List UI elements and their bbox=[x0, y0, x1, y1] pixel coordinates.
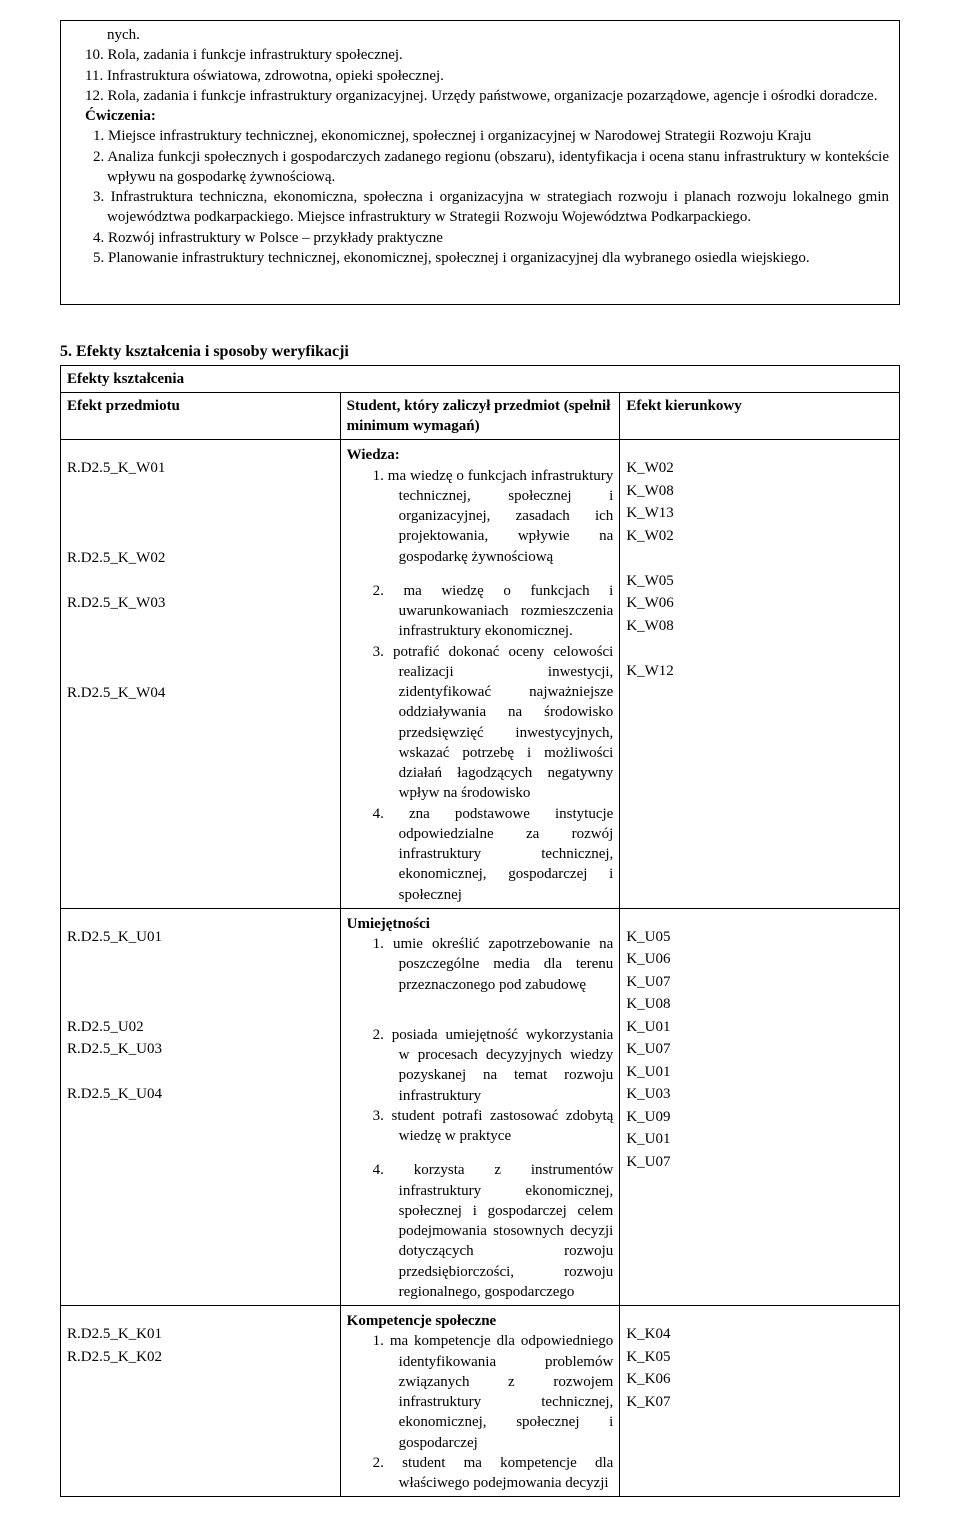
text-line: 2. Analiza funkcji społecznych i gospoda… bbox=[71, 147, 889, 188]
umiej-heading: Umiejętności bbox=[347, 914, 614, 934]
text-line: 12. Rola, zadania i funkcje infrastruktu… bbox=[71, 86, 889, 106]
col1-header: Efekt przedmiotu bbox=[61, 392, 341, 440]
effect-code: R.D2.5_U02 bbox=[67, 1016, 334, 1039]
effect-code: K_U08 bbox=[626, 993, 893, 1016]
effect-code: K_W08 bbox=[626, 615, 893, 638]
effect-code: K_U07 bbox=[626, 1151, 893, 1174]
text-line: 3. Infrastruktura techniczna, ekonomiczn… bbox=[71, 187, 889, 228]
effect-code: K_K05 bbox=[626, 1346, 893, 1369]
effect-code: K_W02 bbox=[626, 525, 893, 548]
effect-code: R.D2.5_K_W01 bbox=[67, 457, 334, 480]
effect-code bbox=[626, 637, 893, 660]
middle-komp: Kompetencje społeczne 1. ma kompetencje … bbox=[340, 1306, 620, 1497]
cwiczenia-heading: Ćwiczenia: bbox=[71, 106, 889, 126]
effect-code bbox=[626, 547, 893, 570]
effects-table: Efekty kształcenia Efekt przedmiotu Stud… bbox=[60, 365, 900, 1498]
list-item: 4. korzysta z instrumentów infrastruktur… bbox=[347, 1160, 614, 1302]
effect-code: K_U01 bbox=[626, 1016, 893, 1039]
middle-wiedza: Wiedza: 1. ma wiedzę o funkcjach infrast… bbox=[340, 440, 620, 909]
list-item: 1. ma kompetencje dla odpowiedniego iden… bbox=[347, 1331, 614, 1453]
effect-code: K_W12 bbox=[626, 660, 893, 683]
effect-code bbox=[67, 660, 334, 683]
effect-code: K_W06 bbox=[626, 592, 893, 615]
effect-code: R.D2.5_K_K01 bbox=[67, 1323, 334, 1346]
effect-code: K_W02 bbox=[626, 457, 893, 480]
kierunkowy-list-wiedza: K_W02K_W08K_W13K_W02 K_W05K_W06K_W08 K_W… bbox=[626, 457, 893, 682]
effect-code: K_U05 bbox=[626, 926, 893, 949]
effect-code bbox=[67, 971, 334, 994]
effect-code: K_U06 bbox=[626, 948, 893, 971]
effect-code bbox=[67, 637, 334, 660]
effect-code: K_W13 bbox=[626, 502, 893, 525]
effect-code bbox=[67, 480, 334, 503]
table-row: R.D2.5_K_U01 R.D2.5_U02R.D2.5_K_U03 R.D2… bbox=[61, 908, 900, 1305]
table-row: R.D2.5_K_W01 R.D2.5_K_W02 R.D2.5_K_W03 R… bbox=[61, 440, 900, 909]
text-line: 5. Planowanie infrastruktury technicznej… bbox=[71, 248, 889, 268]
effect-code: K_U03 bbox=[626, 1083, 893, 1106]
list-item: 2. ma wiedzę o funkcjach i uwarunkowania… bbox=[347, 581, 614, 642]
list-item: 2. student ma kompetencje dla właściwego… bbox=[347, 1453, 614, 1494]
effect-code: K_W05 bbox=[626, 570, 893, 593]
effect-code: R.D2.5_K_U01 bbox=[67, 926, 334, 949]
list-item: 1. ma wiedzę o funkcjach infrastruktury … bbox=[347, 466, 614, 567]
codes-list-wiedza: R.D2.5_K_W01 R.D2.5_K_W02 R.D2.5_K_W03 R… bbox=[67, 457, 334, 705]
effect-code: K_W08 bbox=[626, 480, 893, 503]
numbered-list-top: nych.10. Rola, zadania i funkcje infrast… bbox=[71, 25, 889, 106]
effect-code: K_K04 bbox=[626, 1323, 893, 1346]
content-box-top: nych.10. Rola, zadania i funkcje infrast… bbox=[60, 20, 900, 305]
table-row: R.D2.5_K_K01R.D2.5_K_K02 Kompetencje spo… bbox=[61, 1306, 900, 1497]
effect-code bbox=[67, 615, 334, 638]
text-line: 10. Rola, zadania i funkcje infrastruktu… bbox=[71, 45, 889, 65]
kierunkowy-list-umiej: K_U05K_U06K_U07K_U08K_U01K_U07K_U01K_U03… bbox=[626, 926, 893, 1174]
list-item: 4. zna podstawowe instytucje odpowiedzia… bbox=[347, 804, 614, 905]
col2-header: Student, który zaliczył przedmiot (spełn… bbox=[340, 392, 620, 440]
codes-list-umiej: R.D2.5_K_U01 R.D2.5_U02R.D2.5_K_U03 R.D2… bbox=[67, 926, 334, 1106]
codes-list-komp: R.D2.5_K_K01R.D2.5_K_K02 bbox=[67, 1323, 334, 1368]
table-header-full: Efekty kształcenia bbox=[61, 365, 900, 392]
cwiczenia-list: 1. Miejsce infrastruktury technicznej, e… bbox=[71, 126, 889, 268]
effect-code: R.D2.5_K_K02 bbox=[67, 1346, 334, 1369]
effect-code: R.D2.5_K_U04 bbox=[67, 1083, 334, 1106]
effect-code bbox=[67, 948, 334, 971]
effect-code bbox=[67, 570, 334, 593]
effect-code bbox=[67, 502, 334, 525]
text-line: nych. bbox=[71, 25, 889, 45]
effect-code: K_K07 bbox=[626, 1391, 893, 1414]
text-line: 4. Rozwój infrastruktury w Polsce – przy… bbox=[71, 228, 889, 248]
effect-code: K_U01 bbox=[626, 1128, 893, 1151]
col3-header: Efekt kierunkowy bbox=[620, 392, 900, 440]
text-line: 1. Miejsce infrastruktury technicznej, e… bbox=[71, 126, 889, 146]
effect-code bbox=[67, 993, 334, 1016]
effect-code bbox=[67, 525, 334, 548]
effect-code: R.D2.5_K_U03 bbox=[67, 1038, 334, 1061]
effect-code: K_U09 bbox=[626, 1106, 893, 1129]
effect-code: K_U07 bbox=[626, 1038, 893, 1061]
komp-heading: Kompetencje społeczne bbox=[347, 1311, 614, 1331]
list-item: 1. umie określić zapotrzebowanie na posz… bbox=[347, 934, 614, 995]
middle-umiej: Umiejętności 1. umie określić zapotrzebo… bbox=[340, 908, 620, 1305]
kierunkowy-list-komp: K_K04K_K05K_K06K_K07 bbox=[626, 1323, 893, 1413]
effect-code: K_U01 bbox=[626, 1061, 893, 1084]
section-title: 5. Efekty kształcenia i sposoby weryfika… bbox=[60, 341, 900, 363]
list-item: 3. potrafić dokonać oceny celowości real… bbox=[347, 642, 614, 804]
wiedza-heading: Wiedza: bbox=[347, 445, 614, 465]
effect-code: K_K06 bbox=[626, 1368, 893, 1391]
effect-code: R.D2.5_K_W03 bbox=[67, 592, 334, 615]
effect-code: K_U07 bbox=[626, 971, 893, 994]
text-line: 11. Infrastruktura oświatowa, zdrowotna,… bbox=[71, 66, 889, 86]
list-item: 3. student potrafi zastosować zdobytą wi… bbox=[347, 1106, 614, 1147]
effect-code bbox=[67, 1061, 334, 1084]
list-item: 2. posiada umiejętność wykorzystania w p… bbox=[347, 1025, 614, 1106]
effect-code: R.D2.5_K_W04 bbox=[67, 682, 334, 705]
effect-code: R.D2.5_K_W02 bbox=[67, 547, 334, 570]
